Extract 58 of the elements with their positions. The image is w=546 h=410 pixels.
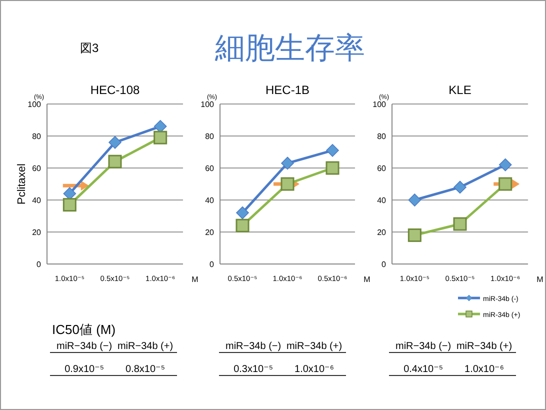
y-tick-label: 60 [377,164,387,173]
y-tick-label: 20 [205,228,215,237]
point [280,177,294,191]
text: 1.0x10⁻⁶ [464,364,504,375]
chart-title: HEC-108 [90,83,140,97]
point [408,194,422,206]
y-tick-label: 40 [32,196,42,205]
text: miR−34b (−) [56,341,112,352]
y-tick-label: 80 [377,132,387,141]
y-axis-title: Pclitaxel [16,164,28,204]
text: IC50値 (M) [52,322,116,337]
point [408,228,422,242]
x-axis-title: M [192,275,199,284]
y-tick-label: 60 [32,164,42,173]
y-tick-label: 0 [382,260,387,269]
text: miR−34b (+) [117,341,174,352]
point [281,156,294,170]
y-tick-label: 40 [205,196,215,205]
text: 0.8x10⁻⁵ [126,364,165,375]
y-tick-label: 0 [36,260,42,269]
y-tick-label: 20 [377,228,387,237]
point [63,187,76,200]
y-tick-label: 40 [377,196,387,205]
y-tick-label: 100 [200,100,215,109]
chart-title: HEC-1B [265,83,310,97]
point [498,158,512,172]
y-tick-label: 100 [372,100,387,109]
text: 0.4x10⁻⁵ [404,364,444,375]
point [108,154,122,168]
y-tick-label: 60 [205,164,215,173]
point [326,161,340,175]
y-tick-label: 80 [32,132,42,141]
text: 0.9x10⁻⁵ [64,364,104,375]
point [154,130,168,144]
point [453,217,467,231]
text: miR−34b (+) [456,341,512,352]
point [154,120,167,133]
text: 1.0x10⁻⁶ [294,364,334,375]
point [236,206,249,220]
text: miR−34b (−) [226,341,282,352]
x-axis-title: M [364,275,371,284]
point [62,198,76,212]
y-tick-label: 0 [210,260,215,269]
y-tick-label: 80 [205,132,215,141]
x-axis-title: M [536,275,544,284]
text: miR−34b (+) [286,341,342,352]
y-tick-label: 100 [28,100,42,109]
text: 細胞生存率 [214,32,365,65]
point [498,177,512,191]
chart-title: KLE [448,83,472,97]
text: miR−34b (−) [396,341,452,352]
y-tick-label: 20 [32,228,42,237]
point [326,144,339,157]
point [454,180,466,194]
point [108,136,122,149]
caption: 図3 [80,41,99,55]
text: 0.3x10⁻⁵ [234,364,274,375]
point [236,218,250,232]
